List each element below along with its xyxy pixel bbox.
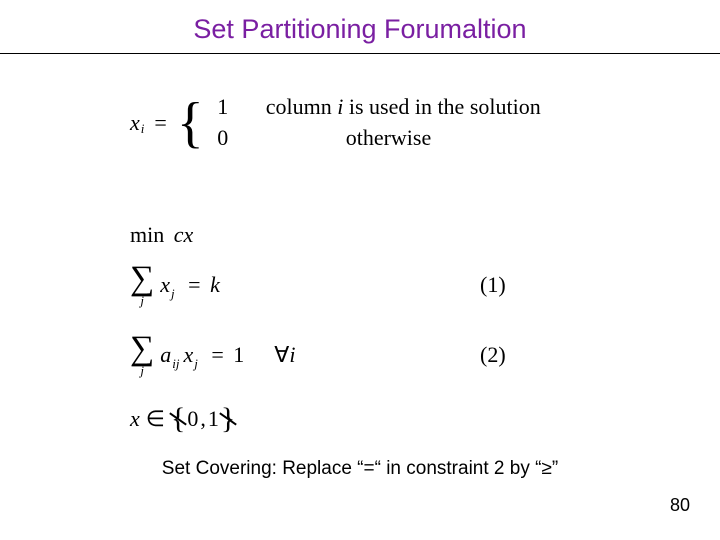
domain-constraint: x ∈ { 0,1 } xyxy=(130,404,235,434)
sigma-icon: ∑ xyxy=(130,262,154,296)
min-label: min xyxy=(130,222,164,247)
sum-2: ∑ j xyxy=(130,332,154,377)
constraint-1: ∑ j xj = k (1) xyxy=(130,262,220,307)
left-brace-icon: { xyxy=(177,98,204,148)
obj-c: c xyxy=(174,222,184,247)
c2-rhs: 1 xyxy=(233,342,244,367)
c1-label: (1) xyxy=(480,272,506,298)
case-text-2: otherwise xyxy=(236,123,432,154)
case-value-1: 1 xyxy=(210,92,236,123)
sigma-icon-2: ∑ xyxy=(130,332,154,366)
obj-x: x xyxy=(184,222,194,247)
c2-asub: ij xyxy=(172,356,179,371)
var-x: x xyxy=(130,110,140,136)
c2-x: x xyxy=(183,342,193,367)
c2-forall: ∀i xyxy=(274,342,295,368)
title-rule xyxy=(0,53,720,54)
c2-label: (2) xyxy=(480,342,506,368)
dom-x: x xyxy=(130,406,140,432)
slide: Set Partitioning Forumaltion xi = { 1 co… xyxy=(0,0,720,540)
sub-i: i xyxy=(141,121,145,137)
dom-comma: , xyxy=(200,406,206,432)
case-row-1: 1 column i is used in the solution xyxy=(210,92,541,123)
case-text-1-prefix: column xyxy=(266,94,338,119)
c1-expr: xj = k xyxy=(160,272,220,298)
cases-definition: xi = { 1 column i is used in the solutio… xyxy=(130,92,541,154)
forall-symbol: ∀ xyxy=(274,342,289,367)
objective: min cx xyxy=(130,222,193,248)
case-text-1-suffix: is used in the solution xyxy=(343,94,540,119)
case-text-1: column i is used in the solution xyxy=(236,92,541,123)
c2-a: a xyxy=(160,342,171,367)
c2-xsub: j xyxy=(194,356,198,371)
sum-2-sub: j xyxy=(140,364,144,377)
c1-xsub: j xyxy=(171,286,175,301)
c1-x: x xyxy=(160,272,170,297)
c2-expr: aijxj = 1 xyxy=(160,342,244,368)
c2-rel: = xyxy=(211,342,223,367)
right-brace-struck-icon: } xyxy=(221,404,235,434)
constraint-2: ∑ j aijxj = 1 ∀i (2) xyxy=(130,332,295,377)
page-number: 80 xyxy=(670,495,690,516)
case-row-2: 0 otherwise xyxy=(210,123,541,154)
sum-1: ∑ j xyxy=(130,262,154,307)
dom-in: ∈ xyxy=(146,406,165,432)
dom-1: 1 xyxy=(208,406,219,432)
slide-title: Set Partitioning Forumaltion xyxy=(0,0,720,53)
cases-lhs: xi = xyxy=(130,110,173,136)
c1-rel: = xyxy=(188,272,200,297)
dom-0: 0 xyxy=(187,406,198,432)
c1-rhs: k xyxy=(210,272,220,297)
forall-var: i xyxy=(289,342,295,367)
case-value-0: 0 xyxy=(210,123,236,154)
sum-1-sub: j xyxy=(140,294,144,307)
cases-rows: 1 column i is used in the solution 0 oth… xyxy=(210,92,541,154)
footnote: Set Covering: Replace “=“ in constraint … xyxy=(0,458,720,480)
equals-sign: = xyxy=(154,110,166,136)
left-brace-struck-icon: { xyxy=(171,404,185,434)
